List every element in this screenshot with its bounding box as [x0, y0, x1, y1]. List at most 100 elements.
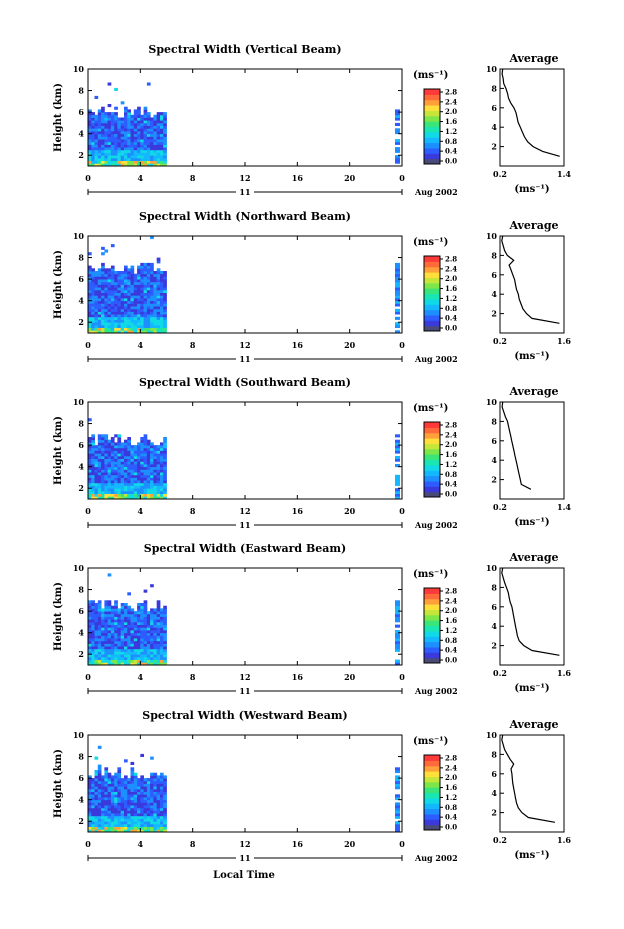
heatmap-cell	[150, 236, 154, 240]
heatmap-cell	[114, 783, 118, 787]
heatmap-cell	[110, 131, 115, 135]
heatmap-cell	[120, 306, 125, 310]
day-label-bg	[236, 685, 254, 696]
heatmap-cell	[156, 141, 161, 145]
heatmap-cell	[88, 477, 92, 481]
heatmap-cell	[110, 616, 115, 620]
heatmap-cell	[160, 120, 164, 124]
heatmap-cell	[91, 810, 95, 814]
heatmap-cell	[107, 279, 112, 283]
heatmap-cell	[143, 778, 148, 782]
heatmap-cell	[104, 780, 109, 784]
heatmap-cell	[120, 316, 125, 320]
heatmap-cell	[114, 160, 118, 164]
heatmap-cell	[114, 643, 118, 647]
heatmap-cell	[160, 780, 164, 784]
heatmap-cell	[395, 316, 400, 320]
heatmap-cell	[97, 807, 102, 811]
profile-y-tick-label: 8	[491, 582, 497, 592]
heatmap-cell	[160, 805, 164, 809]
colorbar-unit: (ms⁻¹)	[413, 70, 448, 81]
heatmap-cell	[143, 821, 148, 825]
heatmap-cell	[130, 490, 135, 494]
heatmap-cell	[163, 778, 167, 782]
heatmap-cell	[91, 651, 95, 655]
heatmap-cell	[120, 295, 125, 299]
heatmap-cell	[137, 273, 141, 277]
heatmap-cell	[143, 646, 148, 650]
heatmap-cell	[110, 268, 115, 272]
colorbar-tick-label: 1.6	[445, 783, 457, 792]
heatmap-cell	[156, 114, 161, 118]
heatmap-cell	[163, 482, 167, 486]
heatmap-cell	[150, 584, 154, 588]
heatmap-cell	[140, 319, 144, 323]
heatmap-cell	[120, 485, 125, 489]
heatmap-cell	[97, 324, 102, 328]
heatmap-cell	[160, 149, 164, 153]
colorbar-frame	[423, 587, 441, 664]
heatmap-cells	[88, 82, 400, 167]
heatmap-cell	[110, 630, 115, 634]
heatmap-cell	[160, 447, 164, 451]
heatmap-cell	[127, 149, 131, 153]
date-label: Aug 2002	[414, 520, 458, 530]
heatmap-cell	[97, 772, 102, 776]
heatmap-cell	[101, 295, 105, 299]
heatmap-cell	[143, 106, 148, 110]
heatmap-cell	[137, 445, 141, 449]
heatmap-cell	[127, 133, 131, 137]
colorbar-tick-label: 2.0	[445, 606, 457, 615]
heatmap-cell	[124, 815, 128, 819]
heatmap-cell	[133, 659, 138, 663]
heatmap-cell	[120, 117, 125, 121]
heatmap-cell	[130, 813, 135, 817]
colorbar-swatch	[424, 652, 440, 659]
heatmap-cell	[137, 648, 141, 652]
heatmap-cell	[101, 662, 105, 666]
heatmap-cell	[117, 775, 122, 779]
x-tick-label: 16	[292, 506, 304, 516]
heatmap-cell	[156, 122, 161, 126]
heatmap-cell	[124, 797, 128, 801]
heatmap-cell	[124, 648, 128, 652]
heatmap-cell	[120, 311, 125, 315]
heatmap-cell	[114, 114, 118, 118]
heatmap-cell	[117, 488, 122, 492]
heatmap-cell	[88, 316, 92, 320]
colorbar-swatch	[424, 256, 440, 262]
heatmap-cell	[114, 112, 118, 116]
colorbar-swatch	[424, 158, 440, 165]
heatmap-cell	[91, 488, 95, 492]
heatmap-cell	[395, 262, 400, 266]
heatmap-cell	[114, 147, 118, 151]
heatmap-cell	[104, 788, 109, 792]
heatmap-cell	[137, 447, 141, 451]
heatmap-cell	[395, 112, 400, 116]
heatmap-cell	[160, 458, 164, 462]
heatmap-cell	[110, 635, 115, 639]
heatmap-cell	[110, 624, 115, 628]
heatmap-cell	[120, 799, 125, 803]
heatmap-cell	[150, 117, 154, 121]
heatmap-cell	[140, 603, 144, 607]
heatmap-cell	[110, 654, 115, 658]
heatmap-cell	[146, 306, 151, 310]
heatmap-cell	[104, 829, 109, 833]
heatmap-cell	[130, 624, 135, 628]
heatmap-cell	[137, 314, 141, 318]
heatmap-cell	[104, 608, 109, 612]
heatmap-cell	[163, 651, 167, 655]
heatmap-cell	[160, 829, 164, 833]
heatmap-cell	[140, 279, 144, 283]
x-tick-label: 0	[399, 672, 405, 682]
heatmap-cell	[160, 659, 164, 663]
profile-title: Average	[508, 718, 558, 731]
heatmap-cell	[163, 136, 167, 140]
heatmap-cell	[137, 813, 141, 817]
heatmap-cell	[94, 144, 99, 148]
heatmap-cell	[137, 133, 141, 137]
heatmap-cell	[143, 630, 148, 634]
heatmap-cell	[97, 136, 102, 140]
colorbar-swatch	[424, 131, 440, 138]
